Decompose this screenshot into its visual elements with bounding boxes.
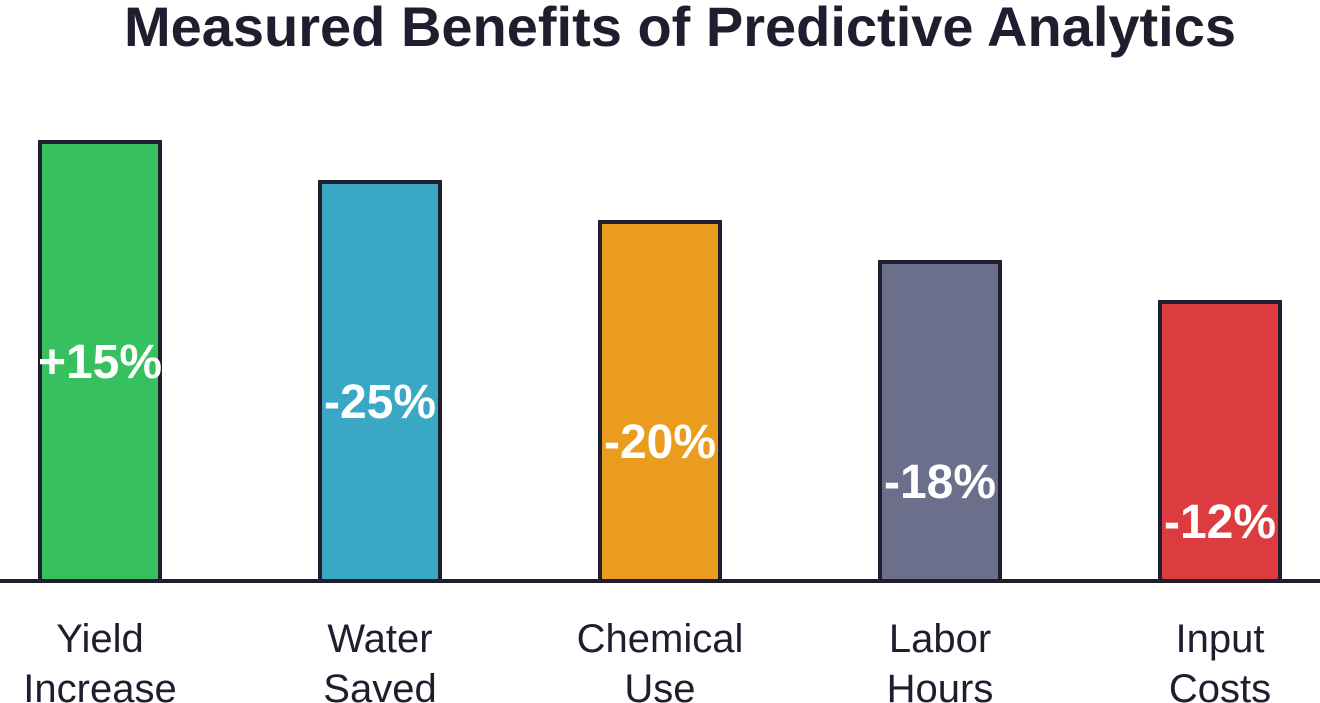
bar-2 (598, 220, 722, 583)
category-label-2-line-1: Use (624, 667, 695, 703)
bar-value-label-4: -12% (1164, 496, 1276, 549)
category-label-4-line-1: Costs (1169, 667, 1271, 703)
bar-value-label-2: -20% (604, 416, 716, 469)
category-label-2-line-0: Chemical (577, 617, 744, 661)
category-label-3-line-1: Hours (887, 667, 994, 703)
category-label-0-line-1: Increase (23, 667, 176, 703)
chart-title: Measured Benefits of Predictive Analytic… (124, 0, 1236, 58)
bar-value-label-3: -18% (884, 456, 996, 509)
bar-value-label-1: -25% (324, 376, 436, 429)
category-label-0-line-0: Yield (56, 617, 143, 661)
bars-group: +15% -25% -20% -18% -12% (38, 140, 1282, 583)
category-label-1-line-1: Saved (323, 667, 436, 703)
category-label-1-line-0: Water (327, 617, 432, 661)
category-label-4-line-0: Input (1176, 617, 1265, 661)
bar-value-label-0: +15% (38, 336, 162, 389)
category-labels-group: Yield Increase Water Saved Chemical Use Labor H… (23, 617, 1271, 703)
category-label-3-line-0: Labor (889, 617, 991, 661)
bar-1 (318, 180, 442, 583)
bar-3 (878, 260, 1002, 583)
bar-0 (38, 140, 162, 583)
